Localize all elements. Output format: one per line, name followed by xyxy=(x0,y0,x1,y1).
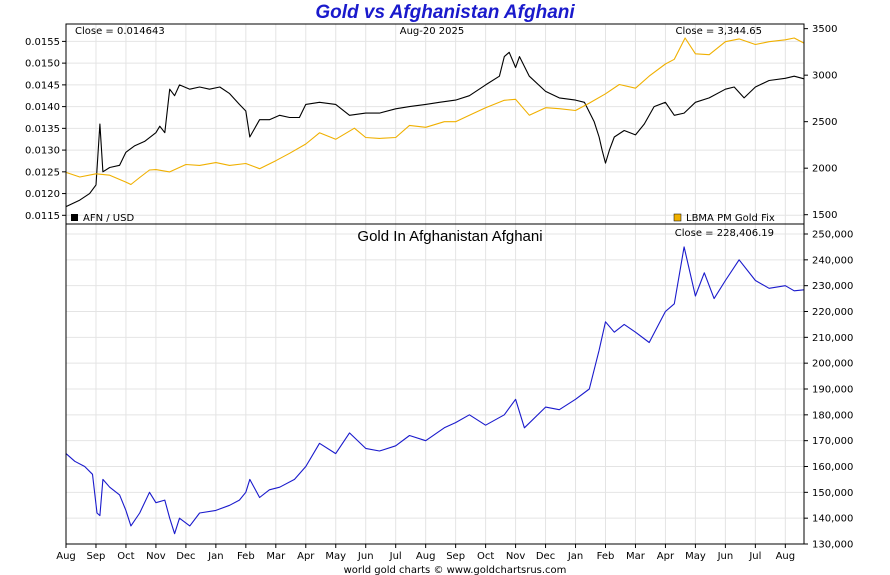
right-close-label: Close = 3,344.65 xyxy=(675,26,762,37)
bottom-panel-frame xyxy=(65,223,805,545)
x-tick-label: Nov xyxy=(506,551,526,562)
bottom-close-label: Close = 228,406.19 xyxy=(675,228,774,239)
x-tick-label: Apr xyxy=(657,551,675,562)
left-close-label: Close = 0.014643 xyxy=(75,26,165,37)
x-tick-label: Jun xyxy=(357,551,374,562)
x-tick-label: May xyxy=(325,551,346,562)
right-tick-label: 190,000 xyxy=(812,385,853,396)
right-tick-label: 3000 xyxy=(812,71,837,82)
x-tick-label: Dec xyxy=(176,551,195,562)
x-tick-label: Feb xyxy=(237,551,255,562)
grid-lines xyxy=(65,24,804,545)
right-tick-label: 1500 xyxy=(812,210,837,221)
x-tick-label: Jan xyxy=(567,551,583,562)
chart-labels: Close = 0.014643 Aug-20 2025 Close = 3,344… xyxy=(71,26,775,575)
left-tick-label: 0.0130 xyxy=(25,146,60,157)
x-tick-label: Oct xyxy=(117,551,134,562)
x-tick-label: Aug xyxy=(56,551,76,562)
left-tick-label: 0.0155 xyxy=(25,37,60,48)
footer-credit: world gold charts © www.goldchartsrus.co… xyxy=(344,565,567,575)
right-tick-label: 230,000 xyxy=(812,281,853,292)
x-tick-label: Jan xyxy=(207,551,223,562)
right-tick-label: 250,000 xyxy=(812,230,853,241)
x-tick-label: Jul xyxy=(389,551,402,562)
gold-fix-legend-swatch xyxy=(673,213,682,222)
x-tick-label: Aug xyxy=(416,551,436,562)
x-tick-label: Oct xyxy=(477,551,494,562)
afn-usd-legend-label: AFN / USD xyxy=(83,213,134,224)
right-tick-label: 210,000 xyxy=(812,333,853,344)
gold-fix-line xyxy=(65,37,805,186)
left-tick-label: 0.0150 xyxy=(25,59,60,70)
right-tick-label: 160,000 xyxy=(812,462,853,473)
tick-labels: Aug Sep Oct Nov Dec Jan Feb Mar Apr May Jun Jul Aug S… xyxy=(25,24,853,562)
right-tick-label: 150,000 xyxy=(812,488,853,499)
right-tick-label: 200,000 xyxy=(812,359,853,370)
right-tick-label: 2500 xyxy=(812,117,837,128)
x-tick-label: Aug xyxy=(776,551,796,562)
left-tick-label: 0.0115 xyxy=(25,211,60,222)
chart-title: Gold vs Afghanistan Afghani xyxy=(315,2,575,23)
series-lines xyxy=(65,37,805,535)
right-tick-label: 2000 xyxy=(812,164,837,175)
x-tick-label: Mar xyxy=(266,551,286,562)
right-tick-label: 240,000 xyxy=(812,255,853,266)
right-tick-label: 220,000 xyxy=(812,307,853,318)
x-tick-label: Mar xyxy=(626,551,646,562)
left-tick-label: 0.0140 xyxy=(25,102,60,113)
x-tick-label: May xyxy=(685,551,706,562)
x-tick-label: Sep xyxy=(446,551,465,562)
x-tick-label: Jul xyxy=(748,551,761,562)
afn-usd-legend-swatch xyxy=(71,214,78,221)
left-tick-label: 0.0135 xyxy=(25,124,60,135)
x-tick-label: Nov xyxy=(146,551,166,562)
gold-fix-legend-label: LBMA PM Gold Fix xyxy=(686,213,775,224)
right-tick-label: 170,000 xyxy=(812,436,853,447)
x-tick-label: Jun xyxy=(717,551,734,562)
afn-usd-line xyxy=(65,51,805,208)
chart-frame xyxy=(62,23,808,548)
left-tick-label: 0.0145 xyxy=(25,80,60,91)
right-tick-label: 3500 xyxy=(812,24,837,35)
bottom-panel-title: Gold In Afghanistan Afghani xyxy=(357,228,542,245)
x-tick-label: Sep xyxy=(87,551,106,562)
date-label: Aug-20 2025 xyxy=(400,26,465,37)
left-tick-label: 0.0125 xyxy=(25,167,60,178)
right-tick-label: 130,000 xyxy=(812,540,853,551)
x-tick-label: Apr xyxy=(297,551,315,562)
right-tick-label: 140,000 xyxy=(812,514,853,525)
right-tick-label: 180,000 xyxy=(812,410,853,421)
x-tick-label: Dec xyxy=(536,551,555,562)
gold-afn-line xyxy=(65,246,805,535)
left-tick-label: 0.0120 xyxy=(25,189,60,200)
x-tick-label: Feb xyxy=(597,551,615,562)
